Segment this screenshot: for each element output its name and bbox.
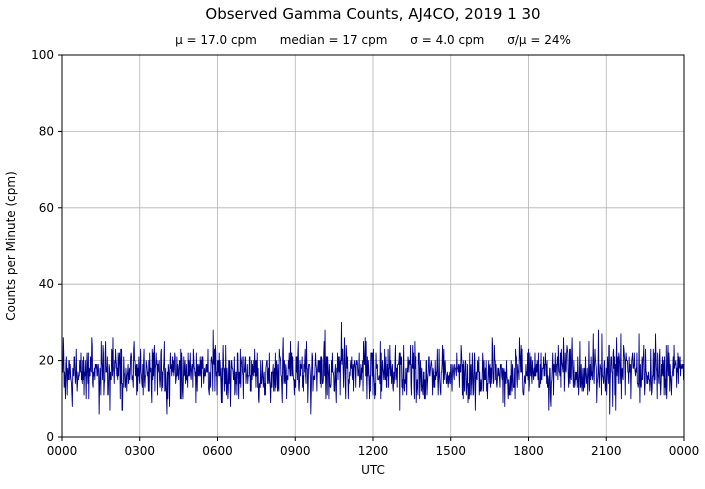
x-tick-label: 0300 [124, 444, 155, 458]
y-axis-label: Counts per Minute (cpm) [4, 171, 18, 321]
y-tick-label: 20 [39, 354, 54, 368]
data-series-layer [61, 321, 685, 415]
x-tick-label: 2100 [591, 444, 622, 458]
axis-layer: 0000 0300 0600 0900 1200 1500 1800 2100 00000204… [31, 48, 699, 458]
x-tick-label: 0600 [202, 444, 233, 458]
x-axis-label: UTC [361, 463, 385, 477]
y-tick-label: 60 [39, 201, 54, 215]
data-series-line [61, 321, 685, 415]
chart-title: Observed Gamma Counts, AJ4CO, 2019 1 30 [205, 5, 540, 23]
x-tick-label: 0000 [47, 444, 78, 458]
chart-subtitle: μ = 17.0 cpm median = 17 cpm σ = 4.0 cpm… [175, 33, 571, 47]
x-tick-label: 1200 [358, 444, 389, 458]
y-tick-label: 40 [39, 277, 54, 291]
x-tick-label: 1800 [513, 444, 544, 458]
plot-border [61, 54, 685, 438]
x-tick-label: 0900 [280, 444, 311, 458]
y-tick-label: 100 [31, 48, 54, 62]
x-tick-label: 1500 [435, 444, 466, 458]
y-tick-label: 80 [39, 124, 54, 138]
y-tick-label: 0 [46, 430, 54, 444]
x-tick-label: 0000 [669, 444, 700, 458]
